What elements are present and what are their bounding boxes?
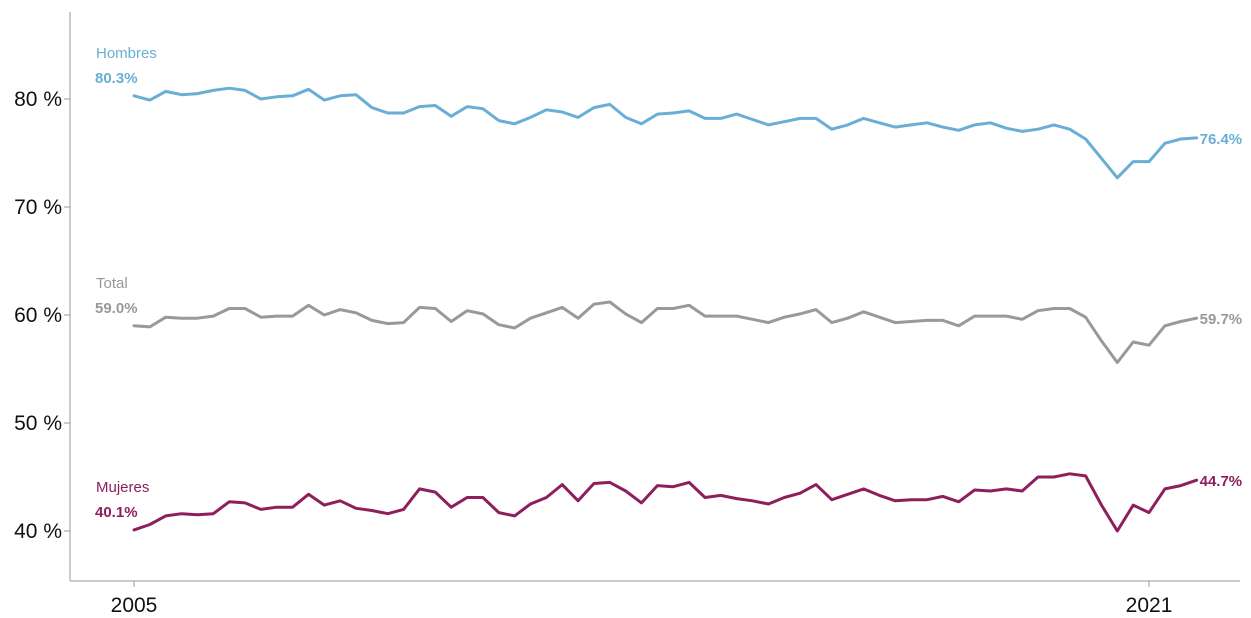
y-ticks: 40 % 50 % 60 % 70 % 80 % bbox=[14, 88, 70, 543]
series-end-label-total: 59.7% bbox=[1200, 311, 1243, 328]
series-end-label-mujeres: 44.7% bbox=[1200, 473, 1243, 490]
series-line-hombres bbox=[132, 86, 1199, 180]
y-tick-label: 60 % bbox=[14, 304, 62, 327]
y-tick-label: 80 % bbox=[14, 88, 62, 111]
series-end-label-hombres: 76.4% bbox=[1200, 131, 1243, 148]
y-tick-label: 70 % bbox=[14, 196, 62, 219]
series-group bbox=[132, 86, 1199, 533]
x-tick-label: 2021 bbox=[1126, 594, 1173, 617]
y-tick-label: 40 % bbox=[14, 520, 62, 543]
y-tick-label: 50 % bbox=[14, 412, 62, 435]
series-start-label-hombres: 80.3% bbox=[95, 70, 138, 87]
series-line-mujeres bbox=[132, 472, 1199, 533]
x-tick-label: 2005 bbox=[111, 594, 158, 617]
series-name-mujeres: Mujeres bbox=[96, 479, 149, 496]
series-name-total: Total bbox=[96, 275, 128, 292]
series-start-label-total: 59.0% bbox=[95, 300, 138, 317]
x-ticks: 2005 2021 bbox=[111, 581, 1173, 617]
series-line-total bbox=[132, 300, 1199, 364]
chart-axes bbox=[69, 12, 1240, 582]
series-labels: Hombres 80.3% 76.4% Total 59.0% 59.7% Mujeres 4… bbox=[95, 45, 1242, 521]
series-start-label-mujeres: 40.1% bbox=[95, 504, 138, 521]
series-name-hombres: Hombres bbox=[96, 45, 157, 62]
